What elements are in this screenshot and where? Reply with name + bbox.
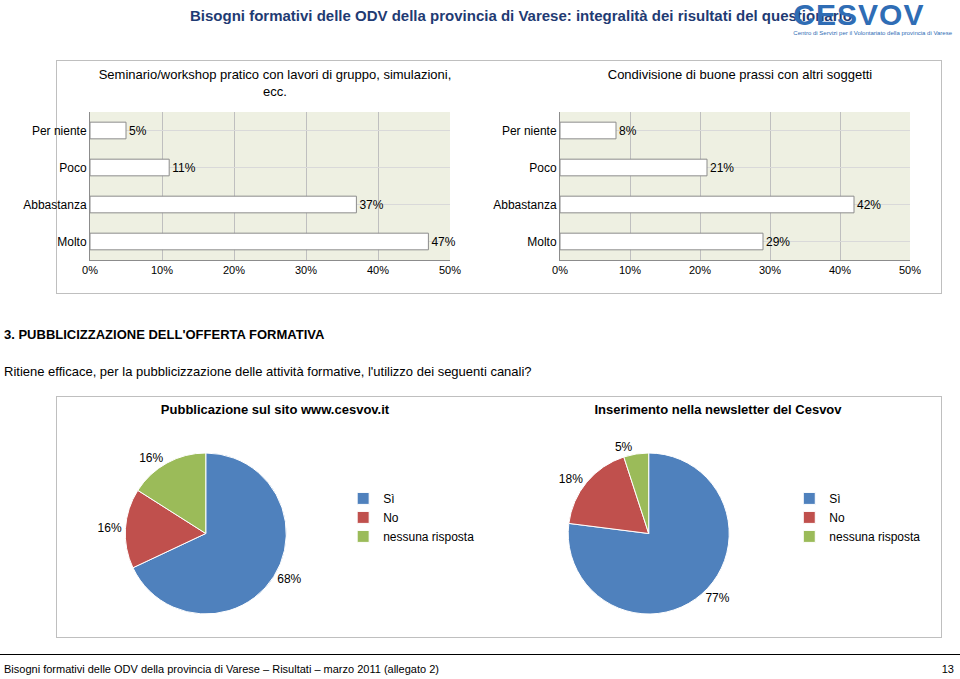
svg-text:16%: 16% — [139, 451, 163, 465]
html-text:Centro di Servizi per il Volon: Centro di Servizi per il Volontariato de… — [793, 30, 952, 36]
svg-text:5%: 5% — [129, 124, 147, 138]
svg-text:Inserimento nella newsletter d: Inserimento nella newsletter del Cesvov — [594, 402, 842, 417]
html-text:13: 13 — [941, 663, 954, 675]
svg-text:0%: 0% — [82, 264, 98, 276]
svg-text:Abbastanza: Abbastanza — [23, 198, 87, 212]
svg-text:50%: 50% — [439, 264, 461, 276]
svg-text:77%: 77% — [705, 591, 729, 605]
svg-text:8%: 8% — [619, 124, 637, 138]
svg-text:Poco: Poco — [59, 161, 87, 175]
svg-text:40%: 40% — [367, 264, 389, 276]
html-text:Bisogni formativi delle ODV de: Bisogni formativi delle ODV della provin… — [4, 663, 439, 675]
svg-text:20%: 20% — [689, 264, 711, 276]
svg-text:Per niente: Per niente — [502, 124, 557, 138]
svg-text:Molto: Molto — [527, 235, 557, 249]
svg-text:10%: 10% — [619, 264, 641, 276]
svg-text:Molto: Molto — [57, 235, 87, 249]
svg-text:Poco: Poco — [529, 161, 557, 175]
svg-text:0%: 0% — [552, 264, 568, 276]
svg-text:Per niente: Per niente — [32, 124, 87, 138]
svg-text:5%: 5% — [615, 440, 633, 454]
svg-text:40%: 40% — [829, 264, 851, 276]
html-text:Bisogni formativi delle ODV de: Bisogni formativi delle ODV della provin… — [190, 7, 852, 24]
svg-text:37%: 37% — [359, 198, 383, 212]
svg-text:No: No — [383, 511, 399, 525]
svg-text:29%: 29% — [766, 235, 790, 249]
svg-text:21%: 21% — [710, 161, 734, 175]
svg-text:nessuna risposta: nessuna risposta — [829, 530, 920, 544]
html-text:Seminario/workshop pratico con: Seminario/workshop pratico con lavori di… — [98, 67, 452, 99]
svg-text:20%: 20% — [223, 264, 245, 276]
svg-text:Sì: Sì — [383, 492, 394, 506]
svg-text:16%: 16% — [98, 521, 122, 535]
svg-text:10%: 10% — [151, 264, 173, 276]
html-text:3. PUBBLICIZZAZIONE DELL'OFFER: 3. PUBBLICIZZAZIONE DELL'OFFERTA FORMATI… — [4, 327, 325, 342]
svg-text:Abbastanza: Abbastanza — [493, 198, 557, 212]
svg-text:nessuna risposta: nessuna risposta — [383, 530, 474, 544]
svg-text:No: No — [829, 511, 845, 525]
svg-text:Pubblicazione sul sito www.ces: Pubblicazione sul sito www.cesvov.it — [161, 402, 390, 417]
svg-text:68%: 68% — [277, 572, 301, 586]
svg-text:50%: 50% — [899, 264, 921, 276]
svg-text:18%: 18% — [559, 472, 583, 486]
svg-text:30%: 30% — [759, 264, 781, 276]
svg-text:30%: 30% — [295, 264, 317, 276]
svg-text:Sì: Sì — [829, 492, 840, 506]
html-text:Ritiene efficace, per la pubbl: Ritiene efficace, per la pubblicizzazion… — [4, 364, 532, 379]
svg-text:11%: 11% — [172, 161, 195, 175]
svg-text:47%: 47% — [431, 235, 455, 249]
svg-text:42%: 42% — [857, 198, 881, 212]
html-text:Condivisione di buone prassi c: Condivisione di buone prassi con altri s… — [607, 67, 873, 82]
